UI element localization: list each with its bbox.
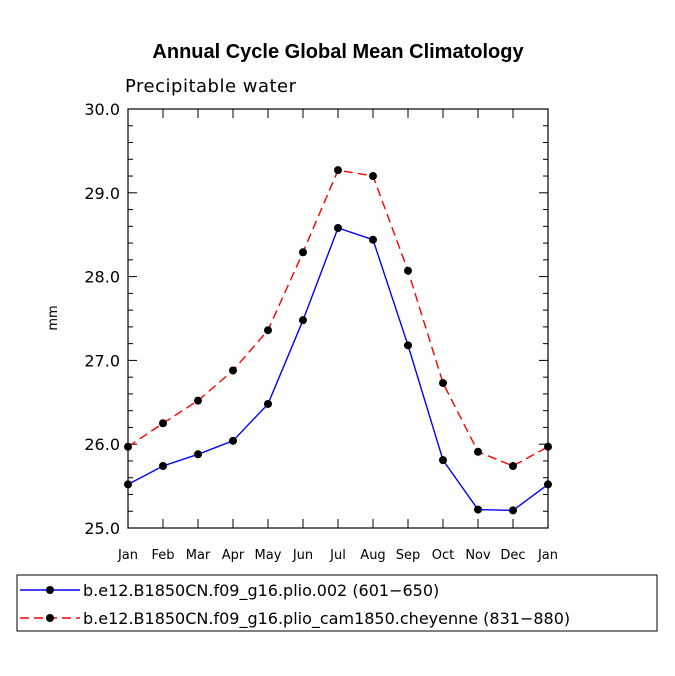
series-2-point: [229, 366, 237, 375]
legend-label-1: b.e12.B1850CN.f09_g16.plio.002 (601−650): [83, 581, 439, 601]
series-1-point: [299, 316, 307, 325]
series-layer: [124, 166, 552, 515]
x-tick-label: Aug: [360, 548, 385, 563]
series-1-point: [334, 223, 342, 232]
series-1-point: [124, 480, 132, 489]
series-2: [124, 166, 552, 470]
series-2-point: [194, 396, 202, 405]
series-1-point: [264, 399, 272, 408]
series-1-point: [404, 341, 412, 350]
y-tick-label: 26.0: [84, 435, 120, 454]
chart-subtitle: Precipitable water: [125, 76, 297, 97]
x-tick-label: Jun: [292, 548, 313, 563]
x-tick-label: Oct: [432, 548, 454, 563]
legend-label-2: b.e12.B1850CN.f09_g16.plio_cam1850.cheye…: [83, 609, 570, 629]
legend-box: [16, 574, 658, 632]
series-1-point: [194, 450, 202, 459]
series-1-point: [509, 506, 517, 515]
series-1-point: [474, 505, 482, 514]
series-1-point: [544, 480, 552, 489]
x-tick-label: Feb: [151, 548, 174, 563]
axis-ticks: 25.0 26.0 27.0 28.0 29.0 30.0 Jan Feb Mar Apr May J…: [84, 100, 558, 563]
series-2-point: [544, 442, 552, 451]
series-1-point: [229, 436, 237, 445]
x-tick-label: Jan: [537, 548, 558, 563]
series-2-point: [299, 248, 307, 257]
y-tick-label: 28.0: [84, 268, 120, 287]
series-2-point: [439, 379, 447, 388]
series-1-point: [159, 461, 167, 470]
series-1-line: [127, 227, 549, 512]
legend-marker-1: [46, 586, 54, 594]
series-2-point: [264, 326, 272, 335]
y-tick-label: 29.0: [84, 184, 120, 203]
series-1-point: [369, 235, 377, 244]
x-tick-label: Jul: [329, 548, 346, 563]
y-tick-label: 27.0: [84, 351, 120, 370]
x-tick-label: May: [255, 548, 282, 563]
series-2-line: [127, 169, 549, 467]
chart-title: Annual Cycle Global Mean Climatology: [152, 41, 524, 63]
y-tick-label: 30.0: [84, 100, 120, 119]
series-2-point: [509, 461, 517, 470]
y-tick-label: 25.0: [84, 519, 120, 538]
series-2-point: [124, 442, 132, 451]
x-tick-label: Jan: [117, 548, 138, 563]
series-2-point: [404, 266, 412, 275]
x-tick-label: Dec: [500, 548, 525, 563]
legend: b.e12.B1850CN.f09_g16.plio.002 (601−650)…: [16, 574, 658, 632]
x-tick-label: Nov: [465, 548, 491, 563]
series-1-point: [439, 456, 447, 465]
x-tick-label: Mar: [186, 548, 211, 563]
x-tick-label: Sep: [396, 548, 421, 563]
legend-marker-2: [46, 614, 54, 622]
x-tick-label: Apr: [222, 548, 245, 563]
y-axis-label: mm: [46, 305, 61, 330]
series-2-point: [474, 447, 482, 456]
series-2-point: [334, 166, 342, 175]
series-2-point: [369, 172, 377, 181]
series-1: [124, 223, 552, 515]
series-2-point: [159, 419, 167, 428]
